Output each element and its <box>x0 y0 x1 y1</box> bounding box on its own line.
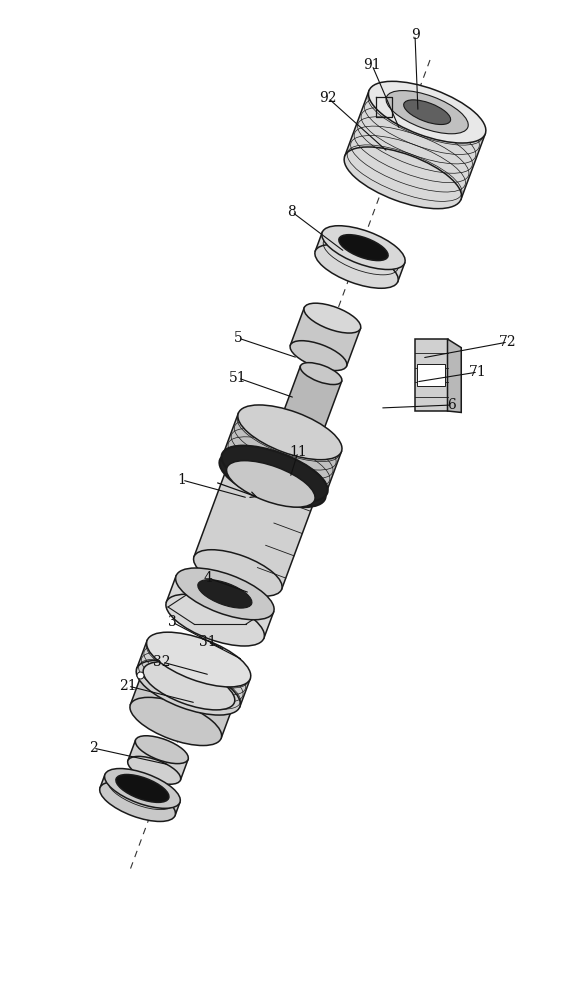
Text: 6: 6 <box>448 398 456 412</box>
Ellipse shape <box>198 580 252 608</box>
Polygon shape <box>345 91 485 199</box>
Polygon shape <box>415 339 448 411</box>
Ellipse shape <box>175 568 274 620</box>
Polygon shape <box>128 740 188 780</box>
Polygon shape <box>130 669 234 738</box>
Text: 32: 32 <box>153 655 171 669</box>
Polygon shape <box>448 339 461 412</box>
Polygon shape <box>137 640 250 707</box>
Ellipse shape <box>222 446 328 502</box>
Polygon shape <box>417 364 445 386</box>
Ellipse shape <box>127 756 181 784</box>
Text: 92: 92 <box>319 91 337 105</box>
Ellipse shape <box>116 775 169 802</box>
Ellipse shape <box>143 662 235 710</box>
Text: 4: 4 <box>204 571 212 585</box>
Ellipse shape <box>315 244 398 288</box>
Ellipse shape <box>238 405 342 460</box>
Ellipse shape <box>146 632 251 687</box>
Ellipse shape <box>290 341 347 371</box>
Text: 91: 91 <box>363 58 381 72</box>
Text: 31: 31 <box>199 635 217 649</box>
Ellipse shape <box>304 303 361 333</box>
Ellipse shape <box>344 147 461 209</box>
Ellipse shape <box>281 414 323 436</box>
Ellipse shape <box>193 550 282 596</box>
Ellipse shape <box>386 91 468 134</box>
Ellipse shape <box>136 660 240 715</box>
Text: 2: 2 <box>89 741 97 755</box>
Ellipse shape <box>339 235 388 261</box>
Polygon shape <box>223 413 342 494</box>
Polygon shape <box>290 308 361 366</box>
Text: 72: 72 <box>499 335 517 349</box>
Ellipse shape <box>105 769 180 808</box>
Ellipse shape <box>166 594 265 646</box>
Ellipse shape <box>222 447 327 502</box>
Text: 5: 5 <box>233 331 243 345</box>
Polygon shape <box>281 366 342 433</box>
Ellipse shape <box>100 782 175 821</box>
Text: 9: 9 <box>411 28 419 42</box>
Ellipse shape <box>368 81 486 143</box>
Ellipse shape <box>219 451 325 507</box>
Polygon shape <box>220 454 327 499</box>
Polygon shape <box>166 576 274 638</box>
Polygon shape <box>316 232 405 282</box>
Text: 21: 21 <box>119 679 137 693</box>
Polygon shape <box>100 775 180 815</box>
Ellipse shape <box>406 101 448 123</box>
Ellipse shape <box>135 736 188 764</box>
Text: 3: 3 <box>168 615 177 629</box>
Ellipse shape <box>322 226 405 270</box>
Text: 11: 11 <box>289 445 307 459</box>
Text: 51: 51 <box>229 371 247 385</box>
Text: 1: 1 <box>178 473 186 487</box>
Polygon shape <box>194 468 314 589</box>
Ellipse shape <box>130 697 222 746</box>
Text: 8: 8 <box>288 205 296 219</box>
Ellipse shape <box>163 641 234 678</box>
Ellipse shape <box>301 363 342 385</box>
Ellipse shape <box>226 461 315 507</box>
Text: 71: 71 <box>469 365 487 379</box>
Ellipse shape <box>404 100 450 125</box>
